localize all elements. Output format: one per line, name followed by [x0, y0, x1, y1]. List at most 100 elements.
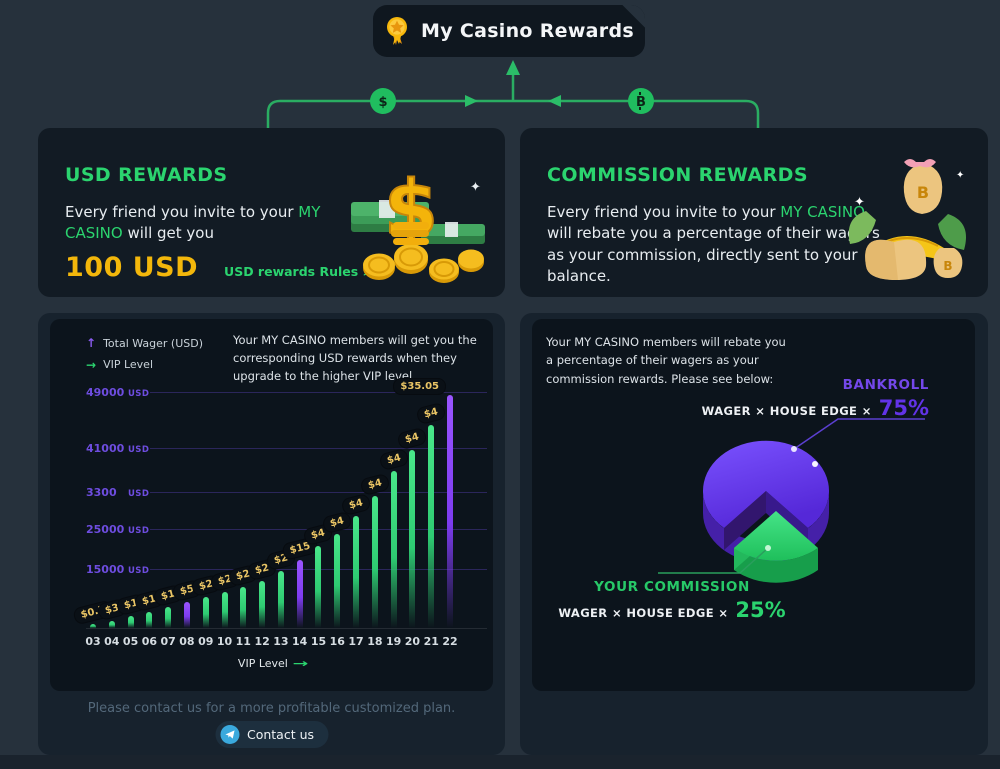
bankroll-title: BANKROLL — [842, 377, 929, 393]
x-tick-14: 14 — [292, 635, 308, 648]
telegram-icon — [219, 725, 239, 744]
commission-rewards-card: COMMISSION REWARDS Every friend you invi… — [520, 128, 988, 297]
y-tick-label: 25000 USD — [86, 522, 150, 536]
wager-bar-17 — [353, 516, 360, 628]
bankroll-callout-line — [793, 418, 925, 450]
x-tick-16: 16 — [329, 635, 345, 648]
wager-bar-05 — [127, 616, 134, 628]
page-header: My Casino Rewards — [373, 5, 645, 57]
vip-arrow-icon: → — [86, 357, 97, 372]
wager-bar-18 — [371, 496, 378, 628]
wager-bar-16 — [334, 534, 341, 628]
x-tick-03: 03 — [85, 635, 101, 648]
legend-label: VIP Level — [103, 358, 153, 372]
commission-formula: WAGER × HOUSE EDGE × — [558, 606, 729, 620]
commission-note: Your MY CASINO members will rebate you a… — [546, 335, 786, 386]
pie-notch-face — [724, 491, 766, 550]
commission-pie-panel: Your MY CASINO members will rebate you a… — [520, 313, 988, 755]
wager-bar-03 — [90, 624, 96, 628]
axis-arrow-icon: → — [292, 657, 309, 670]
sparkle-icon: ✦ — [470, 180, 481, 195]
pie-slice-bankroll — [703, 440, 829, 528]
commission-callout-dot — [765, 545, 771, 551]
pie-slice-commission — [734, 511, 818, 561]
page-title: My Casino Rewards — [421, 20, 634, 42]
reward-flow-connector: $ B — [266, 60, 760, 130]
x-tick-18: 18 — [367, 635, 383, 648]
x-tick-20: 20 — [404, 635, 421, 648]
wager-bar-12 — [259, 581, 266, 628]
desc-text: will rebate you a percentage of their wa… — [547, 224, 880, 285]
desc-text: will get you — [122, 224, 214, 243]
btc-bag-icon: B B — [903, 159, 963, 278]
bankroll-formula: WAGER × HOUSE EDGE × — [701, 404, 872, 418]
x-tick-22: 22 — [442, 635, 458, 648]
y-gridline: 41000 USD — [86, 441, 487, 455]
bankroll-callout-dot — [791, 446, 797, 452]
wager-bar-21 — [428, 425, 435, 628]
reward-chip-21: $4 — [415, 401, 447, 426]
left-arrow-icon — [548, 95, 561, 107]
y-gridline: 49000 USD — [86, 385, 487, 399]
bankroll-label-block: BANKROLL WAGER × HOUSE EDGE × 75% — [702, 377, 929, 420]
commission-percent: 25% — [735, 598, 786, 622]
y-gridline: 3300 USD — [86, 485, 487, 499]
y-tick-label: 15000 USD — [86, 562, 150, 576]
y-tick-label: 3300 USD — [86, 485, 150, 499]
x-tick-15: 15 — [310, 635, 327, 648]
contact-us-button[interactable]: Contact us — [214, 721, 329, 748]
x-tick-21: 21 — [423, 635, 439, 648]
up-arrow-icon — [506, 60, 520, 75]
svg-text:$: $ — [378, 95, 387, 110]
usd-rewards-card: USD REWARDS Every friend you invite to y… — [38, 128, 505, 297]
x-tick-17: 17 — [348, 635, 364, 648]
commission-box: Your MY CASINO members will rebate you a… — [532, 319, 975, 691]
btc-coin-icon: B — [628, 88, 654, 114]
medal-icon — [387, 17, 408, 45]
contact-note: Please contact us for a more profitable … — [87, 701, 456, 716]
chart-legend: ↑ Total Wager (USD) → VIP Level — [86, 333, 203, 376]
x-axis-line — [86, 628, 487, 629]
usd-chart-note: Your MY CASINO members will get you the … — [233, 333, 477, 383]
bankroll-percent: 75% — [878, 396, 929, 420]
x-tick-04: 04 — [104, 635, 120, 648]
svg-text:B: B — [943, 259, 952, 273]
wager-bar-19 — [390, 471, 397, 628]
usd-rewards-title: USD REWARDS — [65, 164, 228, 186]
page-bottom-strip — [0, 755, 1000, 769]
dollar-coin-icon: $ — [370, 88, 396, 114]
leaf-icon — [848, 211, 966, 250]
y-gridline: 25000 USD — [86, 522, 487, 536]
x-tick-07: 07 — [160, 635, 176, 648]
usd-reward-amount: 100 USD — [65, 252, 199, 283]
right-arrow-icon — [465, 95, 478, 107]
x-tick-11: 11 — [235, 635, 251, 648]
x-tick-09: 09 — [198, 635, 214, 648]
pink-bow-icon — [904, 159, 936, 168]
gold-coins-icon — [363, 222, 484, 283]
wager-bar-11 — [240, 587, 247, 628]
x-tick-13: 13 — [273, 635, 289, 648]
pie-commission-side — [734, 548, 818, 583]
money-bags-illustration: ✦ ✦ B B — [848, 159, 966, 280]
y-tick-label: 49000 USD — [86, 385, 150, 399]
brand-name: MY CASINO — [65, 203, 321, 243]
wager-bar-10 — [221, 592, 228, 628]
money-stack-illustration: $ — [351, 164, 485, 283]
y-tick-label: 41000 USD — [86, 441, 150, 455]
usd-chart-box: ↑ Total Wager (USD) → VIP Level Your MY … — [50, 319, 493, 691]
usd-rewards-rules-link[interactable]: USD rewards Rules > — [224, 264, 374, 279]
wager-bar-22 — [447, 395, 453, 628]
x-tick-06: 06 — [141, 635, 158, 648]
desc-text: Every friend you invite to your — [547, 203, 781, 221]
wager-bar-09 — [202, 597, 209, 628]
brand-name: MY CASINO — [780, 203, 865, 221]
sparkle-icon: ✦ — [854, 195, 865, 210]
wager-bar-15 — [315, 546, 322, 628]
commission-title: YOUR COMMISSION — [594, 579, 750, 595]
legend-label: Total Wager (USD) — [103, 336, 204, 350]
wager-bar-20 — [409, 450, 416, 628]
commission-rewards-description: Every friend you invite to your MY CASIN… — [547, 202, 881, 287]
big-money-bag-icon — [865, 239, 927, 280]
